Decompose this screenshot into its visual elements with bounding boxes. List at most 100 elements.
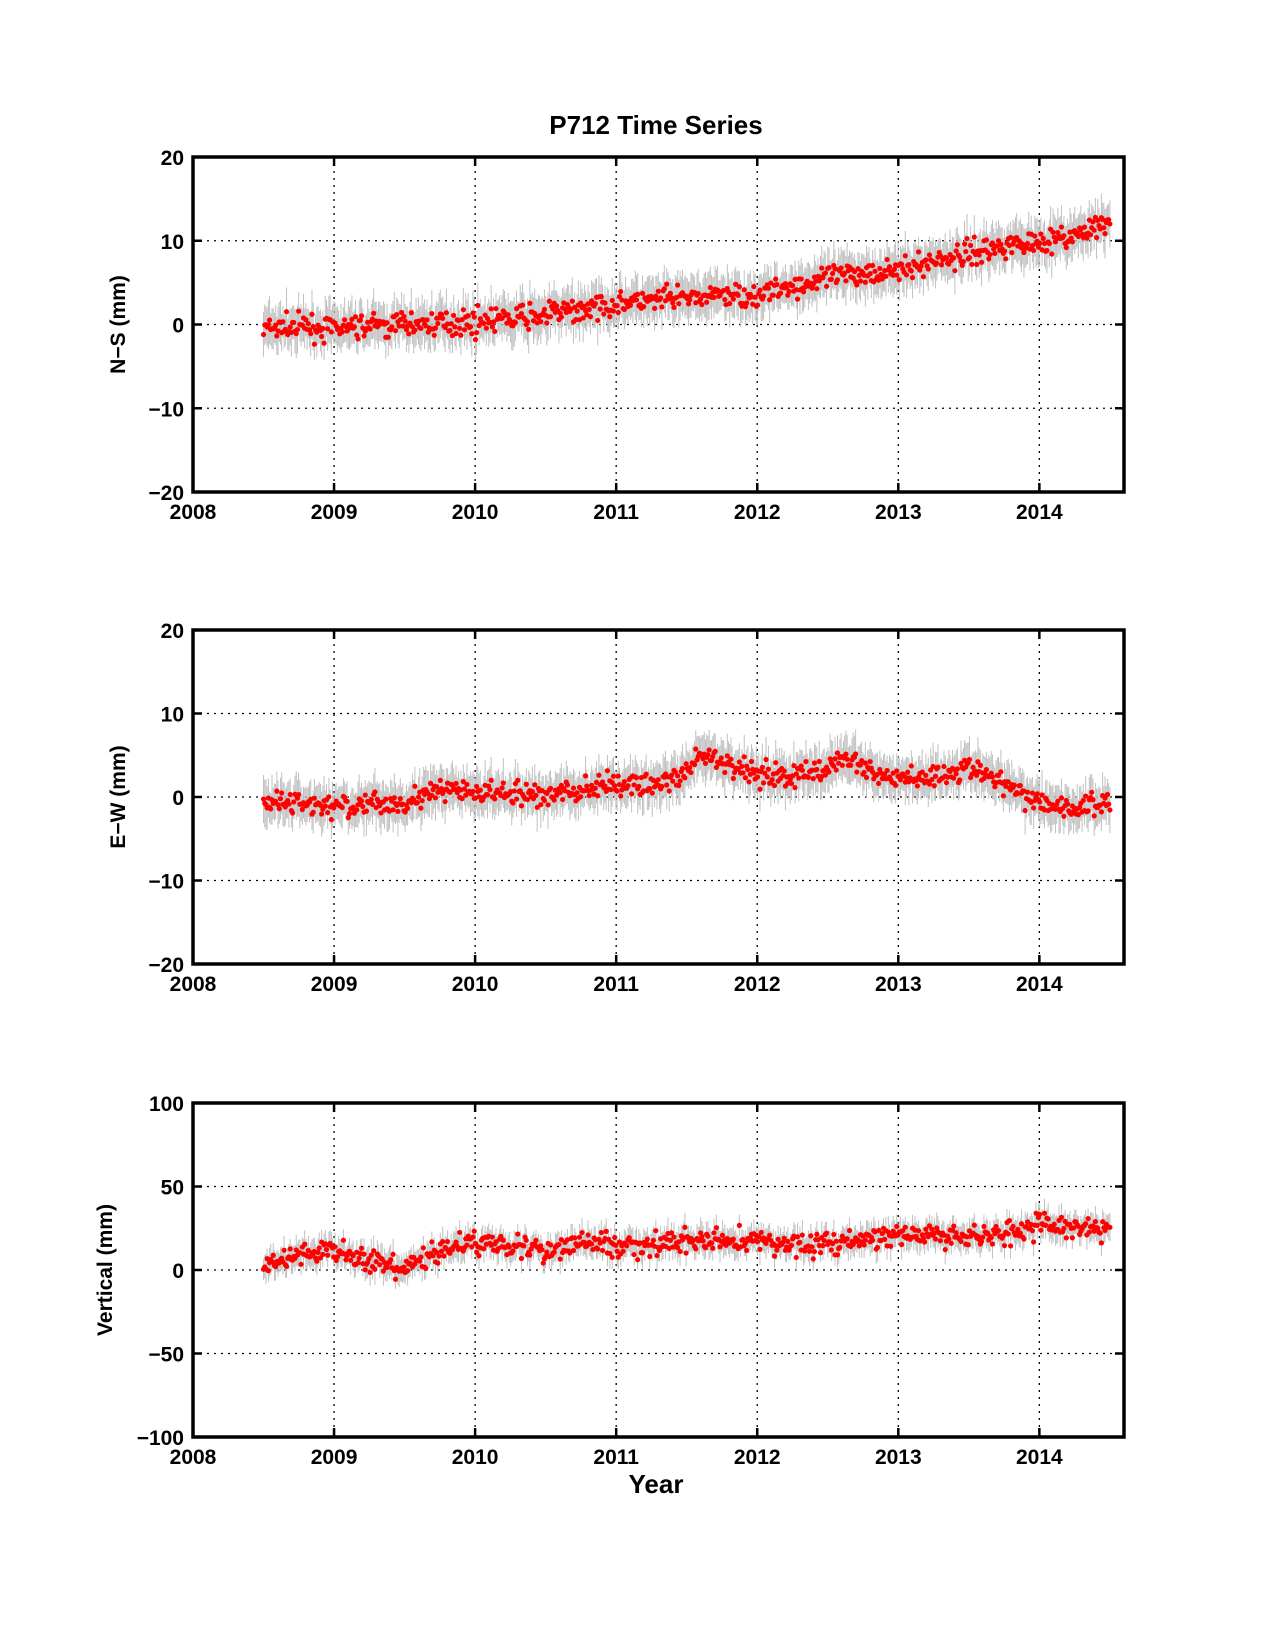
data-point — [269, 1259, 275, 1265]
data-point — [457, 325, 463, 331]
data-point — [539, 1247, 545, 1253]
data-point — [643, 771, 649, 777]
data-point — [687, 764, 693, 771]
data-point — [538, 319, 544, 325]
data-point — [961, 241, 968, 247]
error-bars — [263, 729, 1111, 840]
data-point — [378, 810, 384, 816]
y-tick-label: 0 — [172, 787, 184, 810]
data-point — [639, 1250, 646, 1256]
data-point — [1039, 792, 1045, 798]
data-point — [983, 237, 989, 243]
data-point — [415, 794, 422, 800]
data-point — [807, 1248, 813, 1254]
data-point — [741, 287, 747, 293]
data-point — [647, 1253, 653, 1260]
data-point — [705, 752, 711, 758]
data-point — [867, 758, 873, 765]
data-point — [844, 756, 850, 762]
data-point — [1049, 251, 1055, 257]
data-point — [543, 1254, 549, 1260]
figure-title: P712 Time Series — [549, 110, 762, 140]
data-point — [629, 791, 635, 797]
data-point — [861, 769, 867, 776]
x-tick-label: 2010 — [452, 1446, 499, 1469]
data-point — [438, 1248, 445, 1254]
data-point — [788, 780, 795, 787]
data-point — [400, 323, 406, 329]
data-point — [706, 747, 712, 753]
x-tick-label: 2011 — [593, 973, 639, 996]
data-point — [469, 1244, 475, 1250]
data-point — [937, 1238, 943, 1244]
y-tick-label: 100 — [149, 1093, 184, 1116]
data-point — [260, 331, 267, 338]
data-point — [838, 265, 844, 271]
data-point — [668, 772, 675, 778]
data-point — [515, 777, 521, 783]
data-point — [529, 789, 535, 795]
data-point — [679, 765, 686, 772]
data-point — [515, 1231, 521, 1237]
data-point — [443, 310, 449, 316]
data-point — [677, 1248, 683, 1255]
data-point — [808, 1233, 814, 1239]
data-point — [653, 293, 659, 299]
data-point — [740, 770, 746, 776]
data-point — [1031, 1239, 1037, 1245]
data-point — [418, 1254, 424, 1260]
data-point — [325, 326, 331, 332]
data-point — [954, 242, 960, 248]
data-point — [763, 756, 769, 763]
data-point — [1044, 247, 1050, 254]
data-point — [579, 1229, 585, 1236]
data-point — [953, 1230, 959, 1236]
data-point — [458, 332, 464, 338]
data-point — [498, 1233, 504, 1240]
data-point — [1018, 1221, 1025, 1227]
x-tick-label: 2011 — [593, 501, 639, 524]
data-point — [452, 324, 458, 330]
x-tick-label: 2009 — [311, 1446, 358, 1469]
data-point — [902, 253, 908, 259]
data-point — [1010, 1223, 1016, 1229]
data-point — [266, 317, 273, 323]
data-point — [1029, 790, 1036, 796]
data-point — [1063, 244, 1069, 251]
data-point — [493, 305, 499, 312]
data-point — [481, 320, 487, 327]
data-point — [793, 1254, 799, 1261]
data-point — [762, 770, 768, 776]
data-point — [707, 284, 713, 291]
data-point — [553, 303, 560, 309]
data-point — [273, 322, 279, 328]
data-point — [613, 1242, 619, 1248]
data-point — [773, 276, 779, 282]
data-point — [767, 297, 773, 303]
data-point — [935, 764, 941, 770]
data-point — [315, 1249, 321, 1256]
data-point — [794, 1234, 801, 1240]
data-point — [974, 772, 980, 778]
data-point — [797, 1239, 803, 1245]
data-point — [448, 321, 454, 327]
data-point — [823, 283, 830, 289]
data-point — [1107, 807, 1113, 813]
y-axis-label: Vertical (mm) — [94, 1204, 117, 1336]
data-point — [361, 333, 367, 339]
data-point — [499, 315, 505, 321]
data-point — [650, 1237, 657, 1243]
data-point — [524, 797, 531, 803]
data-point — [471, 314, 477, 320]
data-point — [339, 329, 345, 335]
data-point — [794, 296, 801, 302]
data-point — [296, 308, 302, 314]
data-point — [621, 779, 627, 785]
data-point — [1034, 791, 1040, 797]
data-point — [366, 1256, 372, 1262]
data-point — [423, 1265, 429, 1272]
data-point — [966, 254, 973, 261]
data-point — [524, 319, 531, 325]
x-tick-label: 2013 — [875, 501, 922, 524]
data-point — [733, 281, 739, 287]
